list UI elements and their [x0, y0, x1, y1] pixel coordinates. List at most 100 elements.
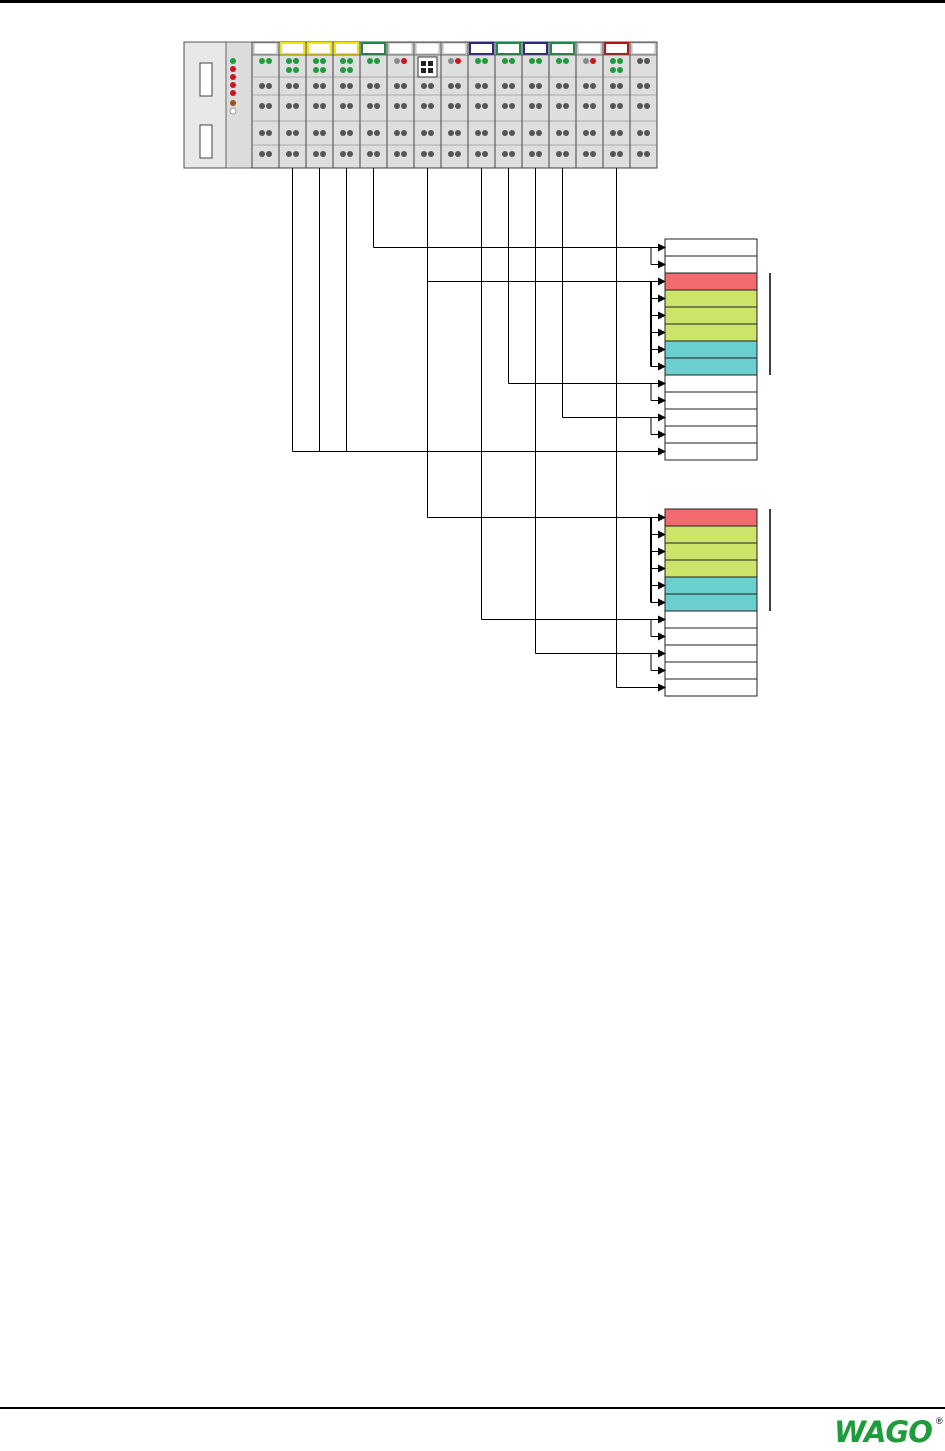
io-module-body [278, 41, 307, 169]
status-led [401, 58, 407, 64]
io-module [413, 41, 442, 169]
process-image-diagram [183, 41, 771, 697]
terminal-point [637, 151, 643, 157]
io-module [332, 41, 361, 169]
terminal-point [556, 83, 562, 89]
terminal-point [482, 130, 488, 136]
terminal-point [536, 151, 542, 157]
logo-text: WAGO [834, 1415, 933, 1449]
io-module-marker [253, 42, 278, 55]
io-module-body [359, 41, 388, 169]
terminal-point [583, 103, 589, 109]
io-module [386, 41, 415, 169]
terminal-point [563, 83, 569, 89]
io-module-body [251, 41, 280, 169]
terminal-point [455, 130, 461, 136]
io-module-body [521, 41, 550, 169]
terminal-point [475, 103, 481, 109]
terminal-point [266, 103, 272, 109]
status-led [610, 58, 616, 64]
terminal-point [475, 130, 481, 136]
terminal-point [286, 130, 292, 136]
terminal-point [556, 103, 562, 109]
io-module [251, 41, 280, 169]
io-module-marker [631, 42, 656, 55]
process-image-cell [664, 627, 758, 646]
io-module [575, 41, 604, 169]
io-module [548, 41, 577, 169]
io-module-body [440, 41, 469, 169]
io-module-body [494, 41, 523, 169]
display-window [417, 56, 438, 78]
terminal-point [455, 103, 461, 109]
process-image-cell [664, 525, 758, 544]
io-module [629, 41, 658, 169]
terminal-point [293, 83, 299, 89]
coupler-led [229, 107, 237, 115]
terminal-point [374, 103, 380, 109]
process-image-cell [664, 323, 758, 342]
coupler-led [230, 66, 236, 72]
terminal-point [259, 151, 265, 157]
io-module-body [467, 41, 496, 169]
status-led [367, 58, 373, 64]
terminal-point [428, 151, 434, 157]
status-led [293, 67, 299, 73]
terminal-point [455, 83, 461, 89]
terminal-point [266, 83, 272, 89]
io-module-marker [496, 42, 521, 55]
terminal-point [610, 83, 616, 89]
header-rule [0, 0, 945, 3]
terminal-point [536, 83, 542, 89]
status-led [320, 67, 326, 73]
terminal-point [347, 130, 353, 136]
io-module [494, 41, 523, 169]
terminal-point [556, 130, 562, 136]
process-image-cell [664, 408, 758, 427]
terminal-point [394, 103, 400, 109]
status-led [482, 58, 488, 64]
terminal-point [367, 130, 373, 136]
terminal-point [286, 151, 292, 157]
status-led [637, 58, 643, 64]
terminal-point [610, 130, 616, 136]
status-led [313, 58, 319, 64]
fieldbus-connector-slot [199, 124, 213, 159]
terminal-point [590, 130, 596, 136]
terminal-point [374, 130, 380, 136]
status-led [347, 58, 353, 64]
terminal-point [529, 151, 535, 157]
terminal-point [374, 151, 380, 157]
io-module-marker [442, 42, 467, 55]
terminal-point [428, 130, 434, 136]
terminal-point [259, 130, 265, 136]
terminal-point [428, 103, 434, 109]
terminal-point [259, 83, 265, 89]
coupler-led [230, 90, 236, 96]
connection [292, 168, 666, 456]
connection [427, 168, 666, 371]
terminal-point [529, 130, 535, 136]
io-module-marker [550, 42, 575, 55]
terminal-point [509, 130, 515, 136]
terminal-point [590, 103, 596, 109]
status-led [340, 58, 346, 64]
terminal-point [556, 151, 562, 157]
connection [508, 168, 666, 405]
coupler-led [230, 82, 236, 88]
process-image-table [664, 508, 771, 697]
terminal-point [293, 103, 299, 109]
terminal-point [644, 130, 650, 136]
terminal-point [394, 151, 400, 157]
io-module [467, 41, 496, 169]
io-module-marker [577, 42, 602, 55]
status-led [583, 58, 589, 64]
terminal-point [401, 130, 407, 136]
terminal-point [259, 103, 265, 109]
status-led [502, 58, 508, 64]
terminal-point [563, 151, 569, 157]
terminal-point [610, 103, 616, 109]
terminal-point [320, 151, 326, 157]
terminal-point [455, 151, 461, 157]
process-image-cell [664, 340, 758, 359]
